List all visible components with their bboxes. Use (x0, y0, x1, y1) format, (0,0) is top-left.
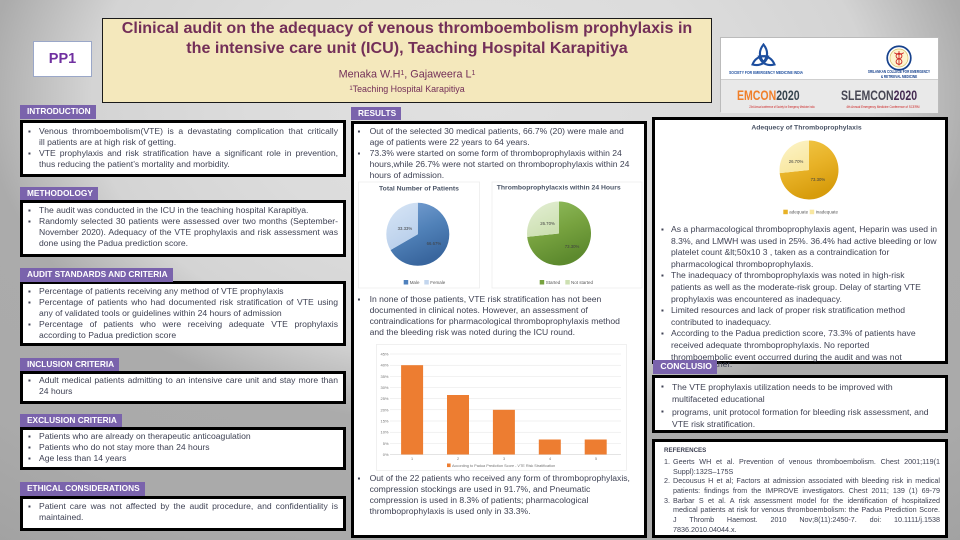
svg-text:Started: Started (546, 280, 561, 285)
svg-text:Male: Male (410, 280, 420, 285)
svg-text:45%: 45% (380, 352, 388, 357)
svg-text:40%: 40% (380, 363, 388, 368)
svg-text:2: 2 (457, 457, 459, 461)
svg-text:25%: 25% (380, 396, 388, 401)
svg-text:3: 3 (503, 457, 505, 461)
svg-text:35%: 35% (380, 374, 388, 379)
svg-text:Not started: Not started (571, 280, 594, 285)
svg-text:According to Padua Prediction: According to Padua Prediction Score - VT… (452, 464, 555, 468)
svg-text:5: 5 (595, 457, 597, 461)
svg-text:Total Number of Patients: Total Number of Patients (379, 186, 459, 193)
svg-text:10%: 10% (380, 430, 388, 435)
svg-text:26.70%: 26.70% (540, 221, 555, 226)
svg-text:adequate: adequate (789, 210, 808, 215)
svg-text:33.33%: 33.33% (398, 226, 413, 231)
svg-text:26.70%: 26.70% (789, 159, 804, 164)
svg-text:73.30%: 73.30% (565, 244, 580, 249)
svg-text:15%: 15% (380, 419, 388, 424)
svg-text:Adequecy of Thromboprophylaxis: Adequecy of Thromboprophylaxis (751, 125, 861, 132)
svg-text:4: 4 (549, 457, 551, 461)
svg-text:5%: 5% (383, 441, 389, 446)
svg-text:30%: 30% (380, 385, 388, 390)
svg-text:66.67%: 66.67% (427, 241, 442, 246)
svg-text:Female: Female (430, 280, 446, 285)
svg-text:73.30%: 73.30% (811, 177, 826, 182)
svg-text:1: 1 (411, 457, 413, 461)
svg-text:20%: 20% (380, 408, 388, 413)
svg-text:0%: 0% (383, 452, 389, 457)
svg-text:Thromboprophylacxis within 24: Thromboprophylacxis within 24 Hours (497, 184, 621, 191)
svg-text:inadequate: inadequate (816, 210, 839, 215)
